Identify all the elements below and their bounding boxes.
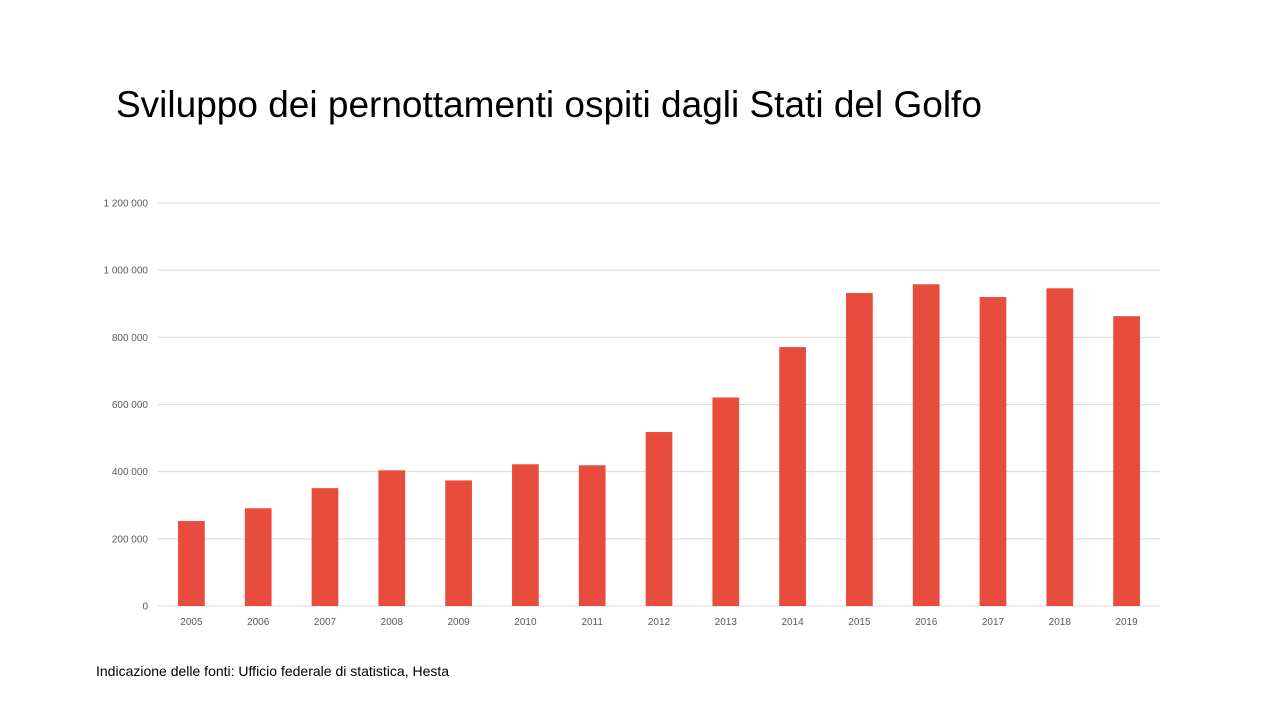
x-tick-label: 2017 — [982, 617, 1005, 628]
y-tick-label: 400 000 — [112, 467, 149, 478]
x-tick-label: 2011 — [581, 617, 603, 628]
y-tick-label: 600 000 — [112, 400, 149, 411]
bar-2018 — [1046, 288, 1074, 606]
slide-title: Sviluppo dei pernottamenti ospiti dagli … — [116, 84, 982, 125]
x-tick-label: 2009 — [447, 617, 470, 628]
x-tick-label: 2006 — [247, 617, 270, 628]
x-tick-label: 2007 — [314, 617, 337, 628]
bar-2015 — [846, 293, 873, 606]
y-tick-label: 800 000 — [112, 333, 149, 344]
bar-2009 — [445, 480, 472, 606]
x-tick-label: 2014 — [781, 617, 804, 628]
bar-2016 — [912, 284, 940, 606]
x-axis-tick-labels: 2005 2006 2007 2008 2009 2010 2011 2012 2013 2014… — [180, 617, 1138, 628]
bar-2011 — [578, 465, 606, 606]
bar-2013 — [712, 397, 740, 606]
x-tick-label: 2013 — [715, 617, 738, 628]
bar-2010 — [512, 464, 539, 606]
x-tick-label: 2015 — [848, 617, 871, 628]
y-tick-label: 1 200 000 — [104, 199, 149, 210]
y-tick-label: 200 000 — [112, 534, 149, 545]
x-tick-label: 2012 — [648, 617, 671, 628]
source-note: Indicazione delle fonti: Ufficio federal… — [96, 663, 450, 679]
x-tick-label: 2016 — [915, 617, 938, 628]
y-tick-label: 0 — [142, 602, 148, 613]
x-tick-label: 2010 — [514, 617, 537, 628]
bar-2014 — [779, 347, 806, 606]
y-axis-tick-labels: 0 200 000 400 000 600 000 800 000 1 000 000 1 … — [104, 199, 149, 613]
bar-2019 — [1113, 316, 1140, 606]
bar-2007 — [311, 488, 339, 606]
bar-2006 — [244, 508, 272, 606]
bars — [178, 284, 1140, 606]
x-tick-label: 2018 — [1049, 617, 1072, 628]
x-tick-label: 2019 — [1115, 617, 1138, 628]
x-tick-label: 2008 — [381, 617, 404, 628]
bar-2017 — [979, 297, 1007, 606]
bar-2012 — [645, 432, 673, 606]
y-tick-label: 1 000 000 — [104, 266, 149, 277]
bar-2005 — [178, 521, 205, 606]
x-tick-label: 2005 — [180, 617, 203, 628]
bar-2008 — [378, 470, 406, 606]
